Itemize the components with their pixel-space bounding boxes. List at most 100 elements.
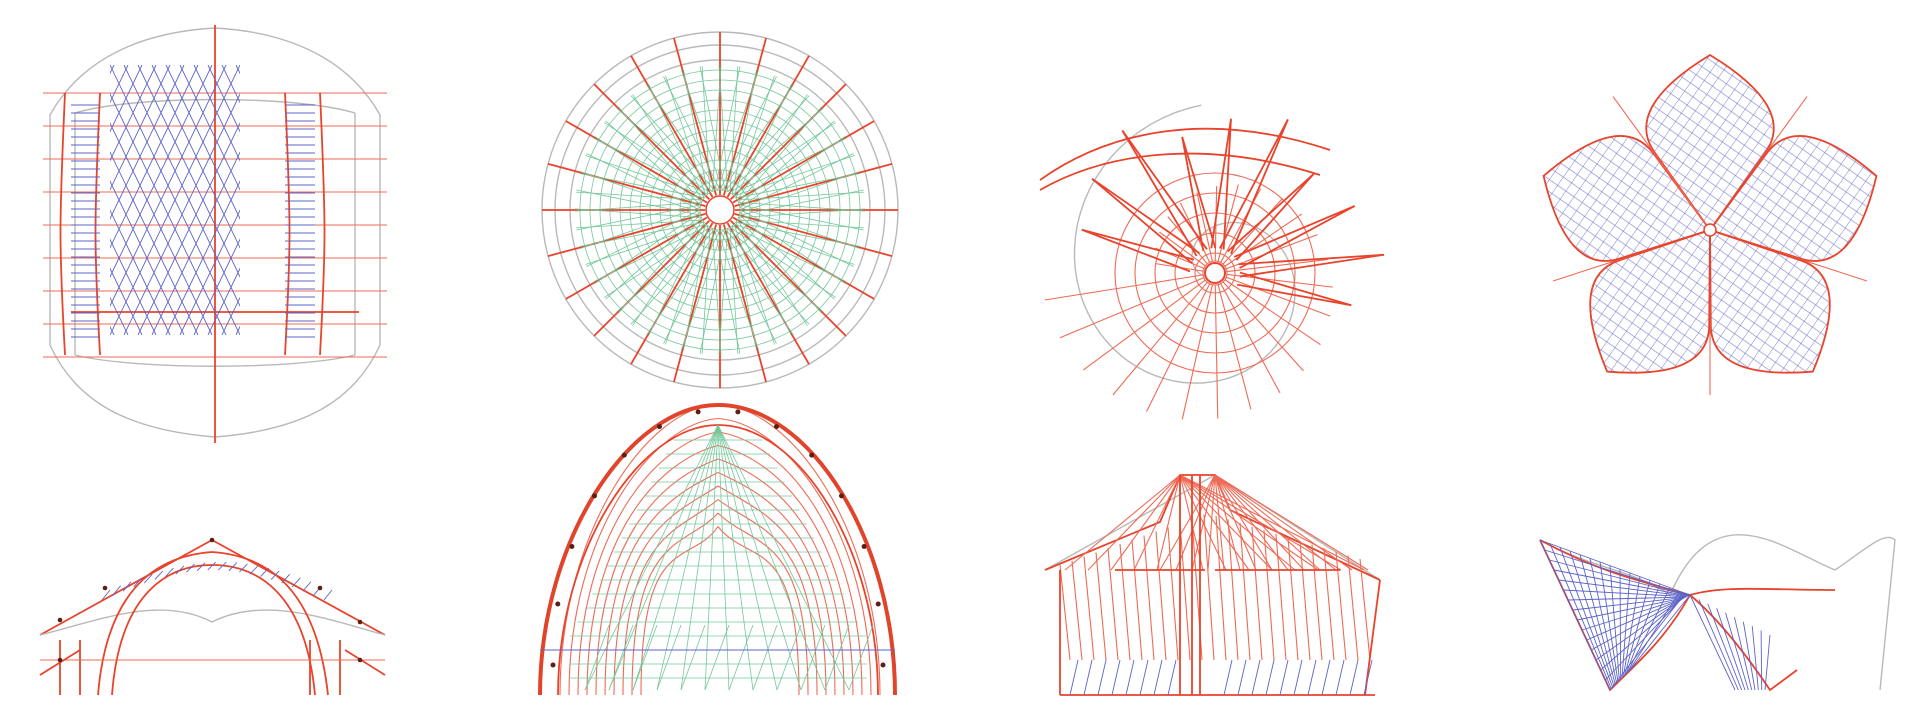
grid-diagonal — [193, 65, 240, 162]
shell-grid — [1622, 576, 1641, 677]
spiral-rib — [1217, 184, 1239, 262]
base-brace — [1237, 659, 1247, 696]
saddle-shell — [1539, 534, 1896, 692]
saddle-shell-elevation — [1539, 534, 1896, 692]
spiral-brace — [731, 138, 847, 195]
shell-grid — [1624, 580, 1651, 676]
spiral-brace — [580, 171, 701, 213]
diagonal-brace — [680, 424, 719, 691]
spiral-rib — [1181, 284, 1213, 420]
spiral-rib — [1226, 276, 1331, 317]
spiral-ring — [1174, 232, 1256, 314]
spiral-rib — [1214, 284, 1219, 419]
spiral-brace — [648, 83, 705, 199]
truss-web — [196, 562, 206, 572]
spiral-brace — [579, 221, 705, 247]
grid-diagonal — [221, 65, 240, 104]
base-brace — [1265, 659, 1275, 696]
radial-rib — [729, 83, 847, 201]
main-arch — [111, 564, 316, 696]
shell-grid — [1707, 603, 1743, 691]
dome-arch-section — [538, 402, 897, 696]
diagonal-brace — [848, 624, 874, 691]
shell-grid — [1539, 539, 1611, 691]
spiral-rib — [1159, 231, 1206, 267]
inner-rib — [717, 417, 872, 696]
spiral-brace — [699, 229, 726, 354]
spiral-brace — [714, 66, 741, 191]
spiral-brace — [717, 70, 759, 191]
spiral-brace — [718, 64, 729, 192]
spiral-brace — [585, 155, 706, 197]
frame-member — [1179, 522, 1191, 661]
spiral-brace — [683, 225, 709, 351]
spike-rib — [1230, 119, 1289, 255]
frame-column — [284, 92, 291, 356]
shell-grid — [1544, 549, 1690, 596]
grid-diagonal — [0, 65, 86, 335]
grid-diagonal — [221, 296, 240, 335]
spike-rib — [1210, 118, 1232, 249]
spiral-brace — [576, 189, 701, 216]
spiral-brace — [683, 69, 709, 195]
diagonal-brace — [704, 424, 719, 691]
frame-member — [1263, 530, 1275, 661]
spiral-brace — [739, 209, 854, 267]
truss-web — [302, 581, 312, 592]
base-brace — [1279, 659, 1289, 696]
spiral-brace — [576, 219, 703, 229]
spiral-brace — [616, 228, 713, 313]
spiral-brace — [739, 204, 864, 231]
spiral-brace — [729, 226, 836, 298]
radial-rib — [630, 55, 714, 198]
outer-arch-rib — [538, 402, 897, 696]
roof-rafter — [1179, 474, 1342, 571]
radial-rib — [723, 37, 767, 196]
base-brace — [1153, 659, 1163, 696]
spiral-rib — [1059, 277, 1205, 339]
petal-seam — [1612, 96, 1711, 231]
spiral-outline — [1073, 104, 1296, 384]
spike-rib — [1239, 253, 1385, 278]
frame-member — [1059, 564, 1071, 661]
spiral-brace — [724, 229, 810, 325]
spiral-rib — [1220, 283, 1281, 394]
spiral-brace — [665, 75, 707, 196]
frame-member — [1251, 526, 1263, 661]
grid-diagonal — [123, 93, 240, 335]
base-brace — [1335, 659, 1345, 696]
grid-diagonal — [0, 65, 86, 335]
rib-node — [735, 409, 741, 415]
diagonal-brace — [704, 624, 730, 691]
spike-rib — [1091, 177, 1201, 255]
top-edge — [1539, 539, 1836, 596]
spiral-brace — [681, 70, 723, 191]
roof-rafter — [1133, 474, 1181, 571]
arch-truss — [39, 537, 386, 696]
rib-node — [591, 493, 597, 499]
diagonal-brace — [717, 424, 850, 691]
outer-arch — [97, 551, 329, 696]
shell-grid — [1609, 565, 1620, 681]
radial-rib — [732, 120, 875, 204]
inner-rib — [717, 471, 836, 696]
truss-web — [270, 570, 280, 580]
shell-grid — [1591, 598, 1683, 651]
spike-rib — [1233, 205, 1356, 258]
spiral-brace — [729, 66, 739, 193]
frame-member — [1227, 519, 1239, 661]
spiral-brace — [719, 229, 777, 344]
shell-grid — [1567, 596, 1687, 601]
radial-dome-plan — [541, 31, 899, 389]
inner-rib — [568, 417, 719, 696]
inner-rib — [577, 431, 719, 696]
spiral-brace — [632, 219, 704, 326]
frame-member — [1239, 522, 1251, 661]
blue-diagonal-grid — [0, 65, 240, 335]
joint-node — [57, 617, 63, 623]
shell-grid — [1725, 612, 1749, 691]
spiral-rib — [1226, 258, 1329, 273]
spiral-rib — [1222, 198, 1283, 265]
grid-diagonal — [193, 238, 240, 335]
shell-grid — [1619, 569, 1622, 680]
